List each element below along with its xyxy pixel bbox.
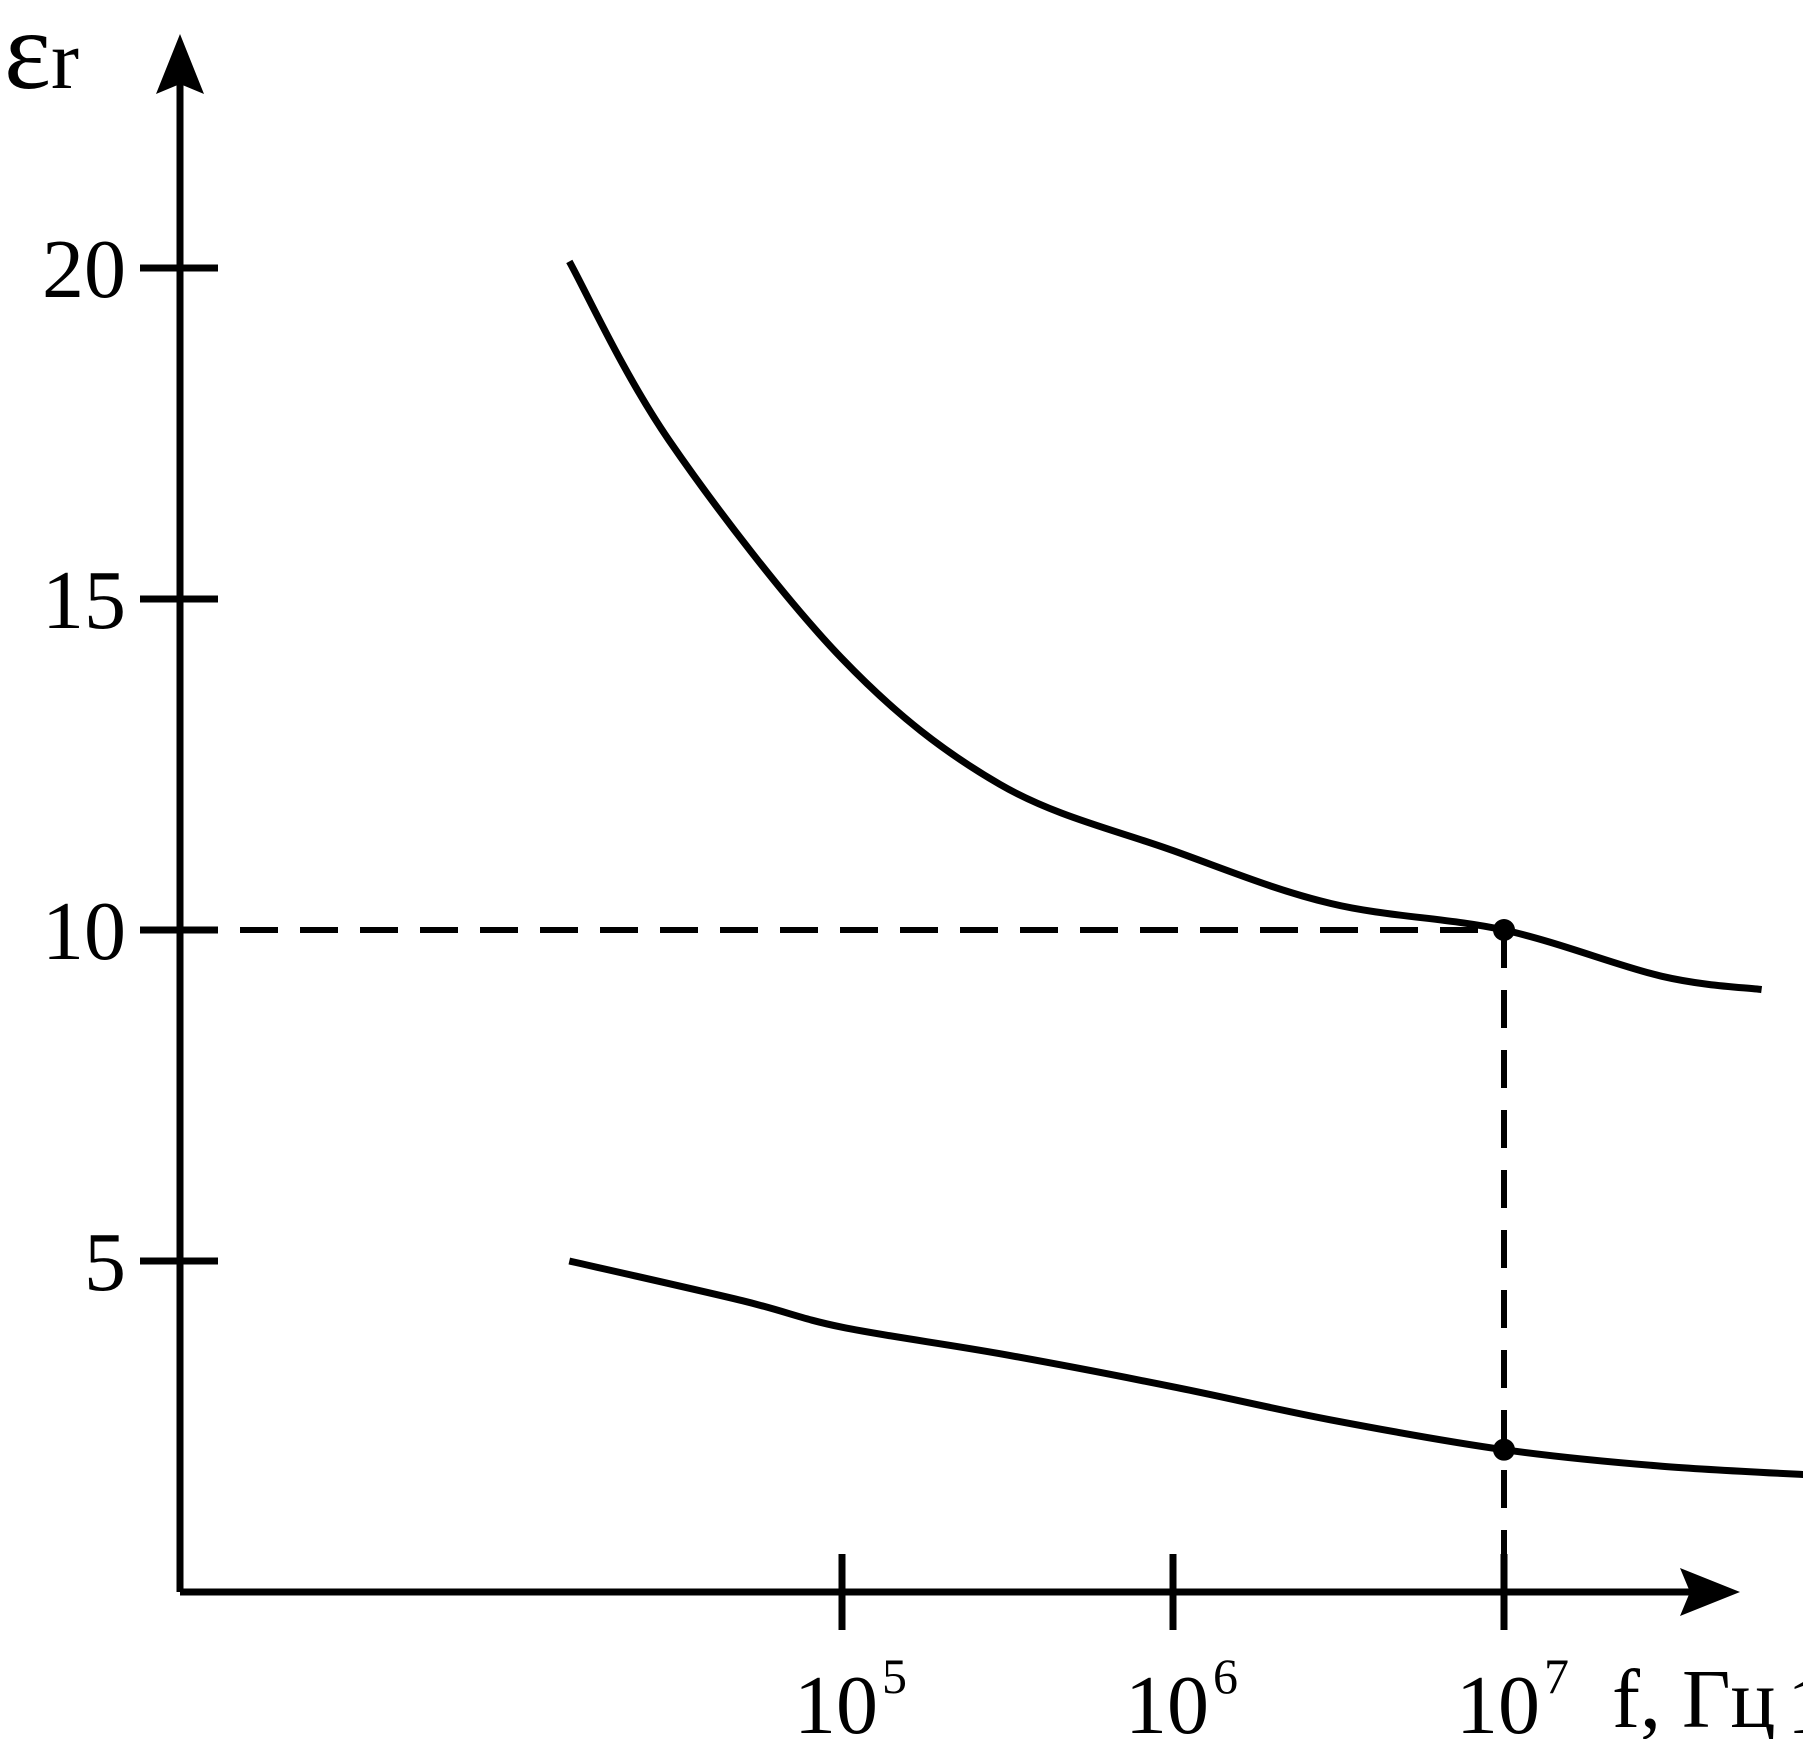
x-tick-base: 10	[1787, 1659, 1803, 1739]
data-point	[1493, 1438, 1515, 1461]
x-tick-exponent: 7	[1544, 1648, 1569, 1704]
x-tick-exponent: 5	[882, 1648, 907, 1704]
x-tick-base: 10	[1456, 1659, 1540, 1739]
x-tick-exponent: 6	[1213, 1648, 1238, 1704]
axes	[140, 34, 1740, 1630]
y-axis-subscript: r	[51, 14, 79, 107]
series-group	[566, 259, 1803, 1479]
y-axis-arrowhead	[156, 34, 204, 94]
y-tick-label: 20	[42, 223, 126, 316]
tick-labels: 5101520105106107108	[42, 223, 1803, 1739]
data-point	[1493, 919, 1515, 941]
y-axis-symbol: ε	[4, 0, 51, 113]
x-tick-label: 108	[1787, 1648, 1803, 1739]
x-tick-label: 106	[1125, 1648, 1238, 1739]
x-tick-label: 105	[794, 1648, 907, 1739]
series-line-upper	[566, 259, 1763, 994]
y-tick-label: 15	[42, 554, 126, 647]
x-tick-base: 10	[1125, 1659, 1209, 1739]
x-tick-base: 10	[794, 1659, 878, 1739]
marked-points	[1493, 919, 1515, 1461]
y-tick-label: 5	[84, 1216, 126, 1309]
x-axis-title: f, Гц	[1612, 1653, 1776, 1739]
x-axis-arrowhead	[1680, 1568, 1740, 1616]
axis-titles: εr f, Гц	[4, 0, 1776, 1739]
series-line-lower	[568, 1257, 1803, 1479]
x-tick-label: 107	[1456, 1648, 1569, 1739]
y-tick-label: 10	[42, 885, 126, 978]
y-axis-title: εr	[4, 0, 79, 113]
guide-lines	[180, 927, 1507, 1640]
